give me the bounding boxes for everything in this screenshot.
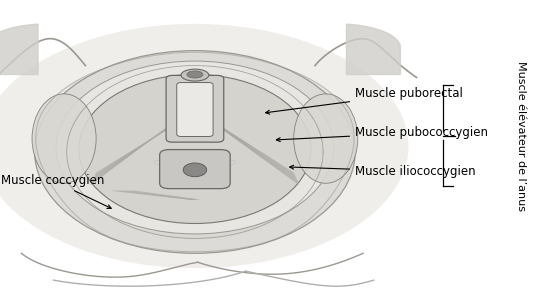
Polygon shape <box>0 24 38 74</box>
Text: Muscle puborectal: Muscle puborectal <box>265 87 463 114</box>
Text: Muscle coccygien: Muscle coccygien <box>1 174 111 208</box>
Polygon shape <box>347 24 400 74</box>
FancyBboxPatch shape <box>160 150 230 189</box>
Ellipse shape <box>56 61 334 234</box>
Polygon shape <box>36 52 354 252</box>
Ellipse shape <box>32 94 96 183</box>
Text: Muscle iliococcygien: Muscle iliococcygien <box>290 165 476 178</box>
Ellipse shape <box>35 51 355 253</box>
Ellipse shape <box>294 94 358 183</box>
FancyBboxPatch shape <box>177 83 213 136</box>
Polygon shape <box>67 66 323 238</box>
Ellipse shape <box>183 163 207 177</box>
Ellipse shape <box>187 71 203 78</box>
Ellipse shape <box>181 69 209 81</box>
Ellipse shape <box>78 74 311 224</box>
Ellipse shape <box>0 24 409 268</box>
FancyBboxPatch shape <box>166 75 224 142</box>
Text: Muscle élévateur de l’anus: Muscle élévateur de l’anus <box>516 60 525 211</box>
Text: Muscle pubococcygien: Muscle pubococcygien <box>277 126 488 142</box>
